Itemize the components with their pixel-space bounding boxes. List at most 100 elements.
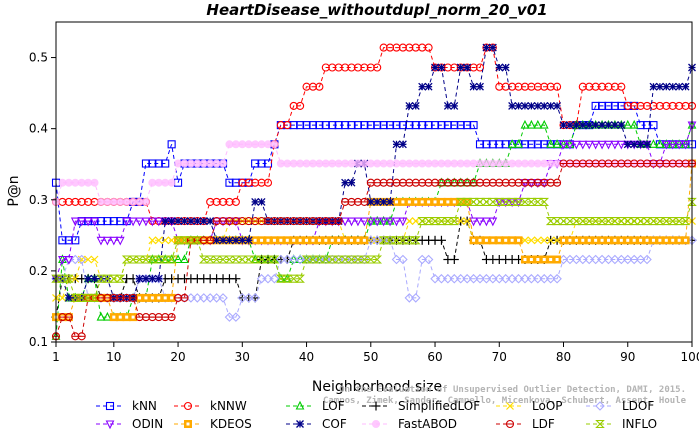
data-point-inflo-48 (353, 255, 363, 264)
data-point-cof-61 (437, 63, 446, 72)
legend-label-kdeos: KDEOS (210, 417, 252, 431)
data-point-inflo-13 (128, 255, 138, 264)
data-point-loop-4 (71, 274, 80, 283)
data-point-odin-68 (482, 217, 491, 227)
data-point-knnw-36 (276, 121, 285, 130)
data-point-ldof-16 (147, 273, 158, 284)
data-point-cof-29 (231, 236, 240, 245)
data-point-lof-72 (507, 139, 517, 148)
data-point-knnw-42 (315, 82, 324, 91)
data-point-inflo-34 (263, 255, 273, 264)
data-point-inflo-16 (147, 255, 158, 264)
data-point-odin-5 (77, 217, 87, 227)
data-point-knnw-77 (540, 82, 549, 91)
data-point-knn-34 (263, 159, 273, 168)
legend-item-cof: COF (286, 417, 347, 431)
data-point-ldof-73 (513, 273, 524, 284)
data-point-ldof-57 (410, 293, 421, 303)
data-point-inflo-85 (590, 217, 601, 226)
data-point-cof-54 (392, 140, 401, 149)
data-point-ldof-39 (295, 254, 305, 265)
data-point-odin-7 (90, 217, 99, 227)
data-point-knnw-49 (360, 63, 369, 72)
data-point-lof-94 (649, 139, 658, 148)
data-point-inflo-100 (687, 197, 697, 206)
data-point-odin-46 (340, 217, 350, 227)
data-point-ldof-33 (256, 273, 267, 284)
data-point-inflo-71 (500, 197, 511, 206)
data-point-inflo-53 (385, 236, 395, 245)
data-point-inflo-88 (610, 217, 620, 226)
legend-label-ldf: LDF (532, 417, 555, 431)
data-point-odin-13 (128, 217, 138, 227)
data-point-cof-92 (636, 140, 645, 149)
series-line-inflo (56, 201, 693, 299)
data-point-cof-77 (540, 101, 549, 110)
data-point-inflo-21 (179, 236, 190, 245)
x-tick-label-20: 20 (170, 350, 185, 364)
data-point-cof-19 (167, 217, 176, 226)
data-point-inflo-87 (603, 217, 614, 226)
data-point-knn-3 (64, 236, 73, 245)
data-point-knnw-25 (206, 197, 215, 206)
x-tick-label-70: 70 (492, 350, 507, 364)
data-point-cof-47 (347, 178, 356, 187)
legend-label-cof: COF (322, 417, 347, 431)
data-point-ldof-4 (70, 254, 81, 265)
data-point-knnw-3 (64, 197, 73, 206)
data-point-knnw-6 (84, 197, 93, 206)
x-tick-label-10: 10 (106, 350, 121, 364)
legend-label-simplifiedlof: SimplifiedLOF (398, 399, 480, 413)
data-point-knnw-59 (424, 43, 433, 52)
legend-label-ldof: LDOF (622, 399, 654, 413)
data-point-ldof-72 (507, 273, 517, 284)
data-point-knn-71 (501, 140, 510, 149)
data-point-knn-67 (475, 140, 485, 149)
data-point-inflo-92 (635, 217, 646, 226)
data-point-inflo-14 (134, 255, 145, 264)
data-point-cof-6 (84, 274, 93, 283)
legend-item-simplifiedlof: SimplifiedLOF (362, 399, 480, 413)
data-point-knnw-87 (604, 82, 613, 91)
data-point-cof-28 (225, 236, 234, 245)
data-point-knnw-56 (405, 43, 414, 52)
data-point-knn-33 (257, 159, 266, 168)
data-point-inflo-83 (577, 217, 588, 226)
data-point-cof-94 (649, 82, 658, 91)
data-point-inflo-73 (513, 197, 524, 206)
data-point-inflo-63 (449, 217, 460, 226)
data-point-kdeos-99 (681, 236, 690, 245)
data-point-odin-47 (347, 217, 356, 227)
series-inflo (51, 197, 697, 302)
data-point-cof-74 (521, 101, 529, 110)
data-point-lof-9 (103, 311, 112, 321)
data-point-knn-47 (347, 121, 356, 130)
data-point-inflo-76 (532, 197, 543, 206)
data-point-knnw-26 (212, 197, 221, 206)
data-point-knn-74 (520, 140, 530, 149)
data-point-ldof-74 (520, 273, 530, 284)
legend-marker-kdeos (184, 420, 192, 428)
data-point-cof-70 (495, 63, 504, 72)
legend-marker-ldof (595, 401, 605, 411)
data-point-cof-16 (148, 274, 157, 283)
data-point-knn-77 (540, 140, 549, 149)
data-point-knn-76 (533, 140, 542, 149)
data-point-ldof-28 (224, 312, 235, 322)
data-point-cof-14 (135, 274, 144, 283)
data-point-knnw-45 (334, 63, 343, 72)
legend-marker-odin (105, 420, 115, 430)
legend-item-knn: kNN (96, 399, 157, 413)
data-point-odin-82 (571, 140, 581, 150)
data-point-knn-56 (405, 121, 414, 130)
data-point-ldof-78 (545, 273, 556, 284)
credit-line-1: On the Evaluation of Unsupervised Outlie… (339, 384, 686, 395)
data-point-lof-90 (623, 119, 633, 129)
data-point-inflo-77 (539, 197, 550, 206)
data-point-knn-44 (328, 121, 337, 130)
data-point-ldof-90 (622, 254, 633, 265)
data-point-cof-23 (193, 217, 202, 226)
data-point-cof-98 (675, 82, 684, 91)
data-point-ldof-89 (616, 254, 627, 265)
data-point-ldof-51 (372, 235, 382, 246)
